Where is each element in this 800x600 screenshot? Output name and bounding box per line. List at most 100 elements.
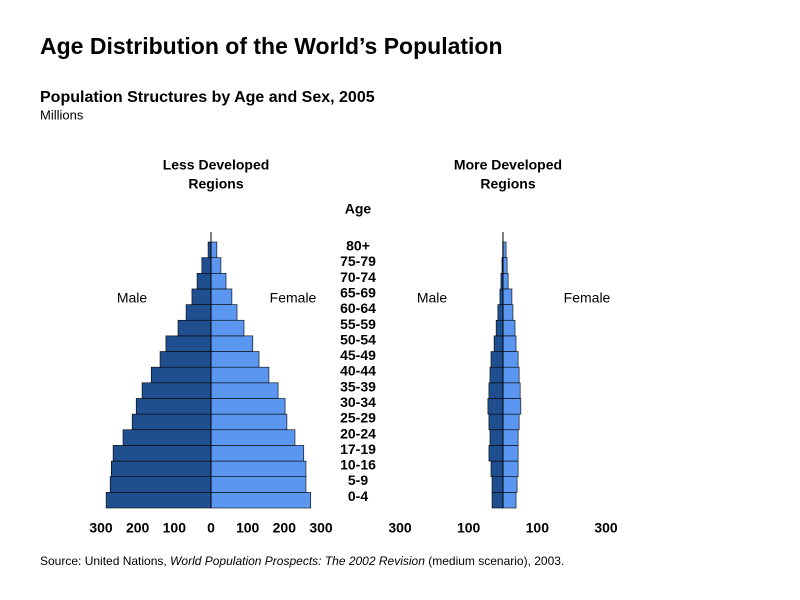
bar [490,460,504,478]
bar [210,319,245,337]
age-tick-label: 17-19 [340,441,376,457]
bar [502,288,513,305]
x-tick-label: 200 [273,520,297,536]
bar [210,492,312,509]
age-tick-label: 80+ [346,238,370,254]
bar [502,460,519,478]
bar [210,413,288,431]
bar [491,476,504,493]
bar [191,288,212,305]
age-tick-label: 40-44 [340,363,376,379]
age-label: Age [345,201,372,217]
bar [210,476,307,493]
bar [210,445,305,462]
bar [196,272,212,290]
bar [210,398,286,415]
legend-label: Female [270,290,317,306]
x-tick-label: 100 [526,520,550,536]
bar [210,257,222,274]
bar [502,257,508,274]
bar [502,351,519,368]
bar [502,272,509,290]
age-tick-label: 70-74 [340,269,376,285]
age-tick-label: 60-64 [340,300,376,316]
age-tick-label: 50-54 [340,331,376,347]
age-tick-label: 30-34 [340,394,376,410]
bar [122,429,212,446]
bar [185,304,212,321]
bar [210,351,260,368]
bar [150,366,212,384]
age-tick-label: 0-4 [348,488,368,504]
source: Source: United Nations, World Population… [40,554,564,568]
page-title: Age Distribution of the World’s Populati… [40,33,503,59]
bar [210,241,218,258]
x-tick-label: 200 [126,520,150,536]
bar [210,335,254,352]
bar [210,272,227,290]
bar [210,382,279,399]
bar [502,382,521,399]
x-tick-label: 100 [163,520,187,536]
bar [210,429,296,446]
bar [210,366,270,384]
bar [502,335,517,352]
bar [489,429,504,446]
bar [502,445,519,462]
x-tick-label: 0 [207,520,215,536]
age-tick-label: 55-59 [340,316,376,332]
source-part: (medium scenario), 2003. [425,554,564,568]
age-tick-label: 10-16 [340,457,376,473]
source-part: Source: United Nations, [40,554,170,568]
bar [112,445,212,462]
bar [502,413,520,431]
bar [210,460,307,478]
bar [502,366,520,384]
bar [488,382,504,399]
bar [165,335,212,352]
bar [159,351,212,368]
legend-label: Female [564,290,611,306]
bar [110,460,212,478]
x-tick-label: 100 [457,520,481,536]
bar [210,288,233,305]
legend-label: Male [117,290,148,306]
bar [502,492,517,509]
source-part: World Population Prospects: The 2002 Rev… [170,554,425,568]
bar [201,257,212,274]
x-tick-label: 300 [594,520,618,536]
bar [491,492,504,509]
bar [502,476,518,493]
bar [502,398,522,415]
subtitle: Population Structures by Age and Sex, 20… [40,89,375,106]
x-tick-label: 100 [236,520,260,536]
bar [489,366,504,384]
units: Millions [40,107,84,122]
panel-title: Regions [480,176,535,192]
bar [210,304,238,321]
age-tick-label: 35-39 [340,378,376,394]
legend-label: Male [417,290,448,306]
bar [502,319,516,337]
bar [497,304,504,321]
bar [487,398,504,415]
age-tick-label: 5-9 [348,472,368,488]
bar [493,335,504,352]
bar [105,492,212,509]
bar [109,476,212,493]
age-tick-label: 20-24 [340,425,376,441]
bar [488,445,504,462]
age-tick-label: 45-49 [340,347,376,363]
bar [490,351,504,368]
bar [135,398,212,415]
x-tick-label: 300 [309,520,333,536]
bar [495,319,504,337]
panel-title: More Developed [454,157,562,173]
bar [502,429,519,446]
x-tick-label: 300 [388,520,412,536]
bar [177,319,212,337]
x-tick-label: 300 [89,520,113,536]
age-tick-label: 65-69 [340,284,376,300]
bar [488,413,504,431]
